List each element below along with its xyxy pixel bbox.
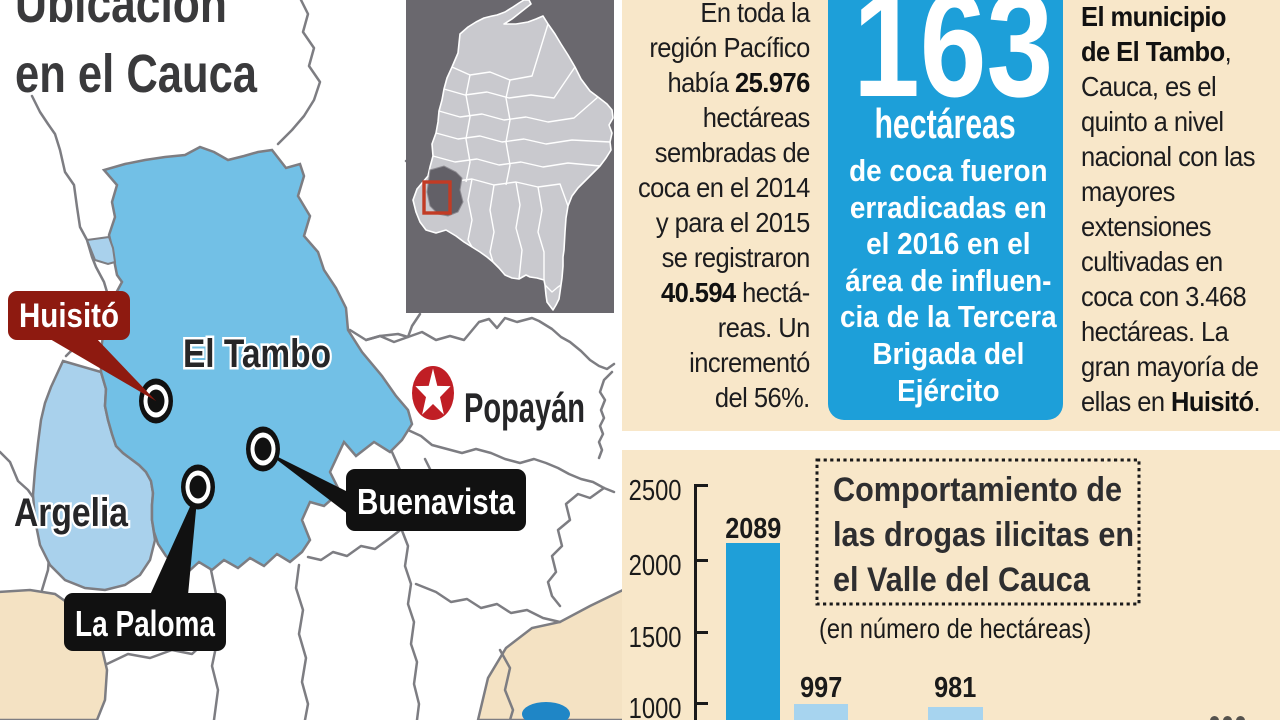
svg-text:en el Cauca: en el Cauca (15, 44, 258, 104)
svg-text:La Paloma: La Paloma (75, 603, 216, 644)
svg-text:Popayán: Popayán (464, 384, 585, 431)
svg-text:Buenavista: Buenavista (357, 481, 516, 522)
svg-text:Ubicación: Ubicación (15, 0, 227, 34)
svg-text:El Tambo: El Tambo (183, 332, 331, 376)
svg-text:Argelia: Argelia (14, 491, 129, 535)
svg-text:Huisitó: Huisitó (19, 297, 119, 335)
